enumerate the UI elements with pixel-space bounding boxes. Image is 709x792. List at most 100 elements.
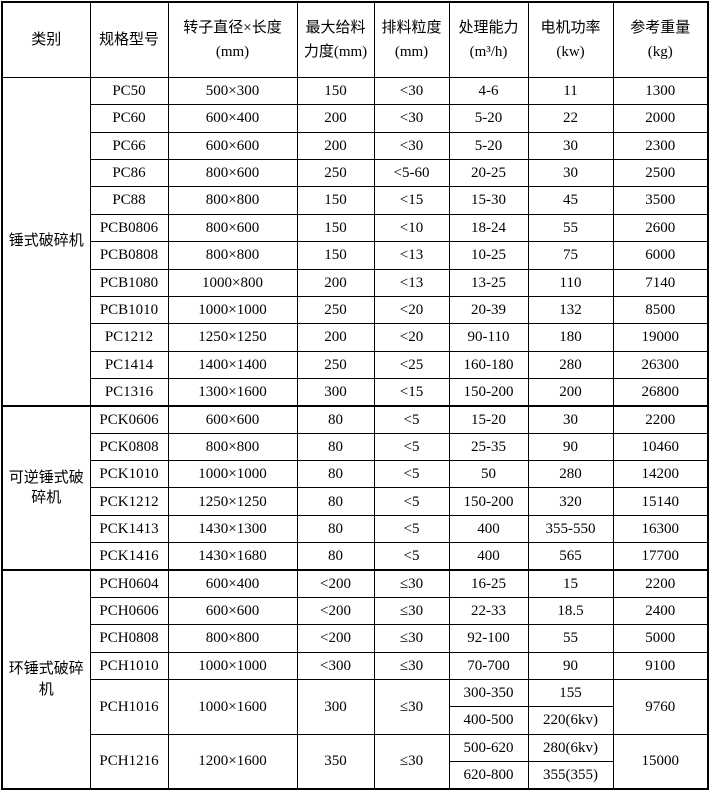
capacity-cell: 620-800 [448, 761, 529, 790]
weight-cell: 5000 [612, 624, 709, 653]
rotor-cell: 500×300 [167, 76, 298, 106]
table-row: PC1316 1300×1600 300 <15 150-200 200 268… [2, 377, 709, 407]
discharge-cell: <25 [373, 350, 450, 379]
table-row: PCH0808 800×800 <200 ≤30 92-100 55 5000 [2, 624, 709, 653]
capacity-cell: 22-33 [448, 596, 529, 626]
header-category: 类别 [1, 1, 91, 78]
feed-cell: 200 [296, 268, 375, 297]
feed-cell: 300 [296, 377, 375, 407]
capacity-cell: 400 [448, 514, 529, 544]
feed-cell: 200 [296, 323, 375, 352]
table-subrow: 400-500 220(6kv) [2, 706, 708, 735]
group-reversible-hammer-crusher: 可逆锤式破碎机 PCK0606 600×600 80 <5 15-20 30 2… [1, 404, 709, 571]
rotor-cell: 1200×1600 [167, 733, 298, 790]
weight-cell: 26300 [612, 350, 709, 379]
header-discharge: 排料粒度 (mm) [373, 1, 450, 78]
feed-cell: 150 [296, 186, 375, 215]
rotor-cell: 600×400 [167, 569, 298, 598]
capacity-cell: 5-20 [448, 131, 529, 161]
feed-cell: 80 [296, 432, 375, 462]
rotor-cell: 1300×1600 [167, 377, 298, 407]
header-capacity: 处理能力 (m³/h) [448, 1, 529, 78]
rotor-cell: 1000×1000 [167, 651, 298, 681]
capacity-cell: 150-200 [448, 377, 529, 407]
header-max-feed-line2: 力度(mm) [303, 44, 368, 60]
rotor-cell: 800×800 [167, 432, 298, 462]
weight-cell: 2200 [612, 404, 709, 434]
weight-cell: 15140 [612, 487, 709, 516]
power-cell: 55 [527, 213, 614, 243]
table-row: PCK1413 1430×1300 80 <5 400 355-550 1630… [2, 514, 709, 544]
power-cell: 565 [527, 542, 614, 571]
header-rotor-line1: 转子直径×长度 [183, 20, 282, 36]
weight-cell: 14200 [612, 460, 709, 489]
power-cell: 90 [527, 432, 614, 462]
power-cell: 55 [527, 624, 614, 653]
model-cell: PCK1010 [89, 460, 169, 489]
table-row: PCK0808 800×800 80 <5 25-35 90 10460 [2, 432, 709, 462]
weight-cell: 8500 [612, 295, 709, 325]
header-power-line2: (kw) [556, 44, 585, 60]
power-cell: 180 [527, 323, 614, 352]
model-cell: PCK0808 [89, 432, 169, 462]
power-cell: 18.5 [527, 596, 614, 626]
discharge-cell: <5-60 [373, 159, 450, 188]
rotor-cell: 600×400 [167, 104, 298, 133]
header-max-feed-line1: 最大给料 [305, 20, 366, 36]
discharge-cell: <5 [373, 460, 450, 489]
table-row: PCK1010 1000×1000 80 <5 50 280 14200 [2, 460, 709, 489]
power-cell: 75 [527, 241, 614, 270]
header-capacity-line1: 处理能力 [458, 20, 519, 36]
capacity-cell: 90-110 [448, 323, 529, 352]
capacity-cell: 18-24 [448, 213, 529, 243]
capacity-cell: 5-20 [448, 104, 529, 133]
power-cell: 90 [527, 651, 614, 681]
feed-cell: 80 [296, 542, 375, 571]
feed-cell: 150 [296, 76, 375, 106]
capacity-cell: 50 [448, 460, 529, 489]
table-row: PCK1416 1430×1680 80 <5 400 565 17700 [2, 542, 709, 571]
weight-cell: 16300 [612, 514, 709, 544]
model-cell: PC88 [89, 186, 169, 215]
header-rotor-line2: (mm) [215, 44, 250, 60]
discharge-cell: <30 [373, 104, 450, 133]
feed-cell: 250 [296, 350, 375, 379]
weight-cell: 2200 [612, 569, 709, 598]
feed-cell: 200 [296, 104, 375, 133]
discharge-cell: <13 [373, 241, 450, 270]
discharge-cell: ≤30 [373, 651, 450, 681]
capacity-cell: 20-25 [448, 159, 529, 188]
rotor-cell: 1000×1000 [167, 460, 298, 489]
capacity-cell: 300-350 [448, 678, 529, 708]
weight-cell: 6000 [612, 241, 709, 270]
rotor-cell: 1000×1600 [167, 679, 298, 735]
header-max-feed: 最大给料力度(mm) [296, 1, 375, 78]
feed-cell: 250 [296, 295, 375, 325]
power-cell: 155 [527, 678, 614, 708]
table-row: 环锤式破碎机 PCH0604 600×400 <200 ≤30 16-25 15… [1, 569, 709, 790]
header-model: 规格型号 [89, 1, 169, 78]
weight-cell: 19000 [612, 323, 709, 352]
model-cell: PCK1413 [89, 514, 169, 544]
model-cell: PCH0604 [89, 569, 169, 598]
rotor-cell: 600×600 [167, 131, 298, 161]
model-cell: PCB1080 [89, 268, 169, 297]
header-capacity-line2: (m³/h) [469, 44, 508, 60]
power-cell: 22 [527, 104, 614, 133]
rotor-cell: 1430×1300 [167, 514, 298, 544]
weight-cell: 15000 [612, 733, 709, 790]
header-discharge-line1: 排料粒度 [381, 20, 442, 36]
model-cell: PCB0808 [89, 241, 169, 270]
weight-cell: 9760 [612, 679, 709, 735]
model-cell: PC1316 [89, 377, 169, 407]
table-row: PC86 800×600 250 <5-60 20-25 30 2500 [2, 159, 709, 188]
discharge-cell: <5 [373, 432, 450, 462]
weight-cell: 2600 [612, 213, 709, 243]
header-row: 类别 规格型号 转子直径×长度 (mm) 最大给料 力度(mm) 排料粒度 (mm) … [1, 1, 709, 78]
table-row: PC66 600×600 200 <30 5-20 30 2300 [2, 131, 709, 161]
table-row: PCH1016 1000×1600 300 ≤30 300-350 155 97… [2, 678, 709, 735]
model-cell: PC60 [89, 104, 169, 133]
model-cell: PCH1016 [89, 679, 169, 735]
model-cell: PCH0808 [89, 624, 169, 653]
